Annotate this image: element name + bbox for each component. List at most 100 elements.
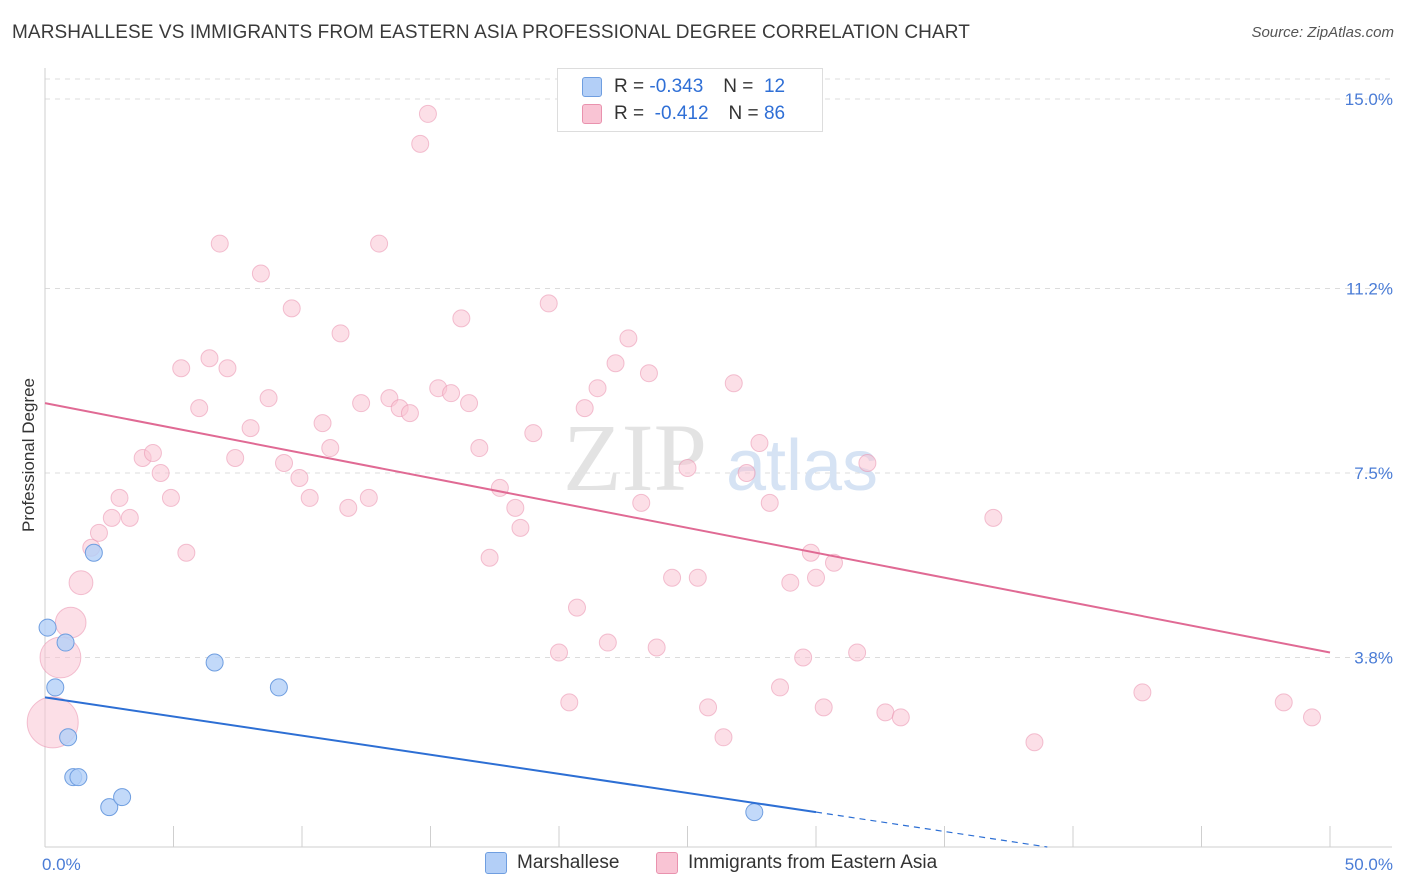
data-point-eastern-asia <box>699 698 718 717</box>
data-point-eastern-asia <box>639 364 658 383</box>
data-point-eastern-asia <box>300 488 319 507</box>
data-point-eastern-asia <box>275 454 294 472</box>
data-point-marshallese <box>100 798 119 817</box>
data-point-eastern-asia <box>442 384 461 403</box>
data-point-eastern-asia <box>737 463 756 482</box>
legend-swatch-pink <box>656 852 678 874</box>
legend-n-label: N = <box>728 103 759 124</box>
data-point-eastern-asia <box>824 553 843 572</box>
data-point-marshallese <box>745 803 764 822</box>
data-point-eastern-asia <box>506 498 525 517</box>
data-point-eastern-asia <box>632 493 651 512</box>
legend-label: Immigrants from Eastern Asia <box>688 852 938 873</box>
data-point-eastern-asia <box>560 693 579 712</box>
data-point-eastern-asia <box>575 399 594 418</box>
data-point-eastern-asia <box>259 389 278 408</box>
data-point-eastern-asia <box>282 299 301 318</box>
y-tick-label: 3.8% <box>1354 648 1393 667</box>
data-point-eastern-asia <box>452 309 471 328</box>
data-point-eastern-asia <box>460 394 479 413</box>
legend-swatch-blue <box>485 852 507 874</box>
data-point-eastern-asia <box>848 643 867 662</box>
legend-item-marshallese[interactable]: Marshallese <box>485 852 619 874</box>
y-tick-label: 7.5% <box>1354 464 1393 483</box>
data-point-eastern-asia <box>714 728 733 747</box>
data-point-eastern-asia <box>688 568 707 587</box>
data-point-marshallese <box>46 678 65 697</box>
data-point-eastern-asia <box>370 234 389 253</box>
data-point-eastern-asia <box>321 439 340 458</box>
correlation-legend: R = -0.343 N = 12 R = -0.412 N = 86 <box>557 68 823 132</box>
data-point-eastern-asia <box>588 379 607 398</box>
data-point-marshallese <box>113 788 132 807</box>
y-tick-label: 11.2% <box>1346 279 1393 298</box>
chart-title: MARSHALLESE VS IMMIGRANTS FROM EASTERN A… <box>12 22 970 43</box>
source-label: Source: ZipAtlas.com <box>1251 24 1394 41</box>
data-point-eastern-asia <box>794 648 813 667</box>
data-point-eastern-asia <box>143 444 162 463</box>
data-point-eastern-asia <box>200 349 219 368</box>
data-point-eastern-asia <box>760 493 779 512</box>
data-point-eastern-asia <box>678 458 697 477</box>
data-point-eastern-asia <box>339 498 358 517</box>
data-point-eastern-asia <box>102 508 121 527</box>
grid-lines <box>45 78 1392 658</box>
data-point-eastern-asia <box>567 598 586 617</box>
data-point-eastern-asia <box>750 434 769 453</box>
data-point-eastern-asia <box>891 708 910 727</box>
y-axis-label: Professional Degree <box>19 378 38 532</box>
data-point-eastern-asia <box>1274 693 1293 712</box>
data-point-eastern-asia <box>161 488 180 507</box>
series-legend: Marshallese Immigrants from Eastern Asia <box>0 852 1406 878</box>
watermark: ZIP atlas <box>563 404 878 511</box>
data-point-eastern-asia <box>120 508 139 527</box>
data-point-eastern-asia <box>68 570 94 596</box>
data-point-eastern-asia <box>771 678 790 697</box>
legend-item-eastern-asia[interactable]: Immigrants from Eastern Asia <box>656 852 937 874</box>
trendline-marshallese-extension <box>815 811 1048 848</box>
data-point-eastern-asia <box>313 414 332 433</box>
y-tick-label: 15.0% <box>1345 90 1393 109</box>
data-point-marshallese <box>84 543 103 562</box>
data-point-eastern-asia <box>814 698 833 717</box>
data-point-eastern-asia <box>151 463 170 482</box>
legend-r-value: -0.412 <box>654 103 709 124</box>
trend-lines <box>44 402 1331 848</box>
data-point-eastern-asia <box>663 568 682 587</box>
tick-labels: 3.8% 7.5% 11.2% 15.0% 0.0% 50.0% <box>42 90 1393 874</box>
legend-row-eastern-asia: R = -0.412 N = 86 <box>582 102 785 126</box>
data-point-marshallese <box>269 678 288 697</box>
legend-n-value: 12 <box>763 76 786 97</box>
data-point-marshallese <box>205 653 224 672</box>
series-immigrants-eastern-asia <box>26 104 1322 752</box>
data-point-eastern-asia <box>177 543 196 562</box>
data-point-eastern-asia <box>858 454 877 472</box>
data-point-eastern-asia <box>524 424 543 443</box>
data-point-marshallese <box>38 618 57 637</box>
data-point-eastern-asia <box>606 354 625 373</box>
data-point-eastern-asia <box>290 468 309 487</box>
trendline-eastern-asia <box>44 402 1331 654</box>
data-point-eastern-asia <box>226 449 245 468</box>
legend-swatch-pink <box>582 104 602 124</box>
data-point-eastern-asia <box>251 264 270 283</box>
x-tick-label: 0.0% <box>42 855 81 874</box>
data-point-eastern-asia <box>1133 683 1152 702</box>
legend-r-label: R = <box>614 76 645 97</box>
data-point-eastern-asia <box>480 548 499 567</box>
data-point-eastern-asia <box>190 399 209 418</box>
data-point-marshallese <box>59 728 78 747</box>
data-point-eastern-asia <box>218 359 237 378</box>
data-point-marshallese <box>69 768 88 787</box>
data-point-eastern-asia <box>331 324 350 343</box>
data-point-eastern-asia <box>781 573 800 592</box>
data-point-eastern-asia <box>411 134 430 153</box>
legend-r-value: -0.343 <box>649 76 704 97</box>
legend-label: Marshallese <box>517 852 620 873</box>
data-point-eastern-asia <box>418 104 437 123</box>
data-point-eastern-asia <box>89 523 108 542</box>
legend-swatch-blue <box>582 77 602 97</box>
data-point-eastern-asia <box>876 703 895 722</box>
data-point-eastern-asia <box>241 419 260 438</box>
